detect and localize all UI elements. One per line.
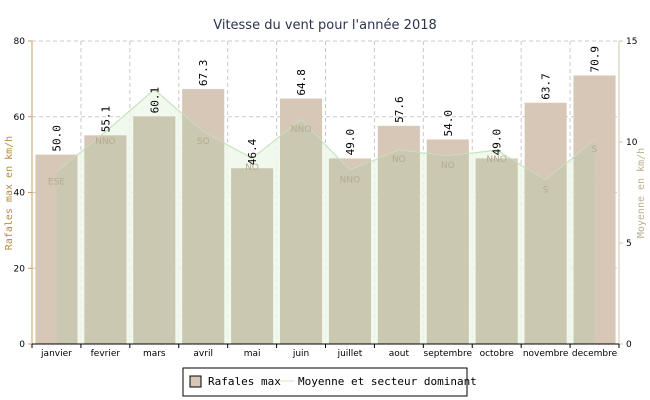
axes bbox=[28, 40, 623, 348]
direction-label: NNO bbox=[95, 137, 116, 147]
bar-overlap bbox=[56, 154, 78, 344]
direction-label: SO bbox=[197, 137, 210, 147]
direction-label: NNO bbox=[340, 175, 361, 185]
y-tick-label-left: 60 bbox=[14, 113, 26, 123]
x-tick-label: novembre bbox=[523, 349, 569, 359]
labels: 0 20 40 60 80 0 5 10 15 janvier fevrier mars avril ma… bbox=[14, 37, 638, 359]
bar-overlap bbox=[231, 168, 274, 344]
x-tick-label: aout bbox=[389, 349, 410, 359]
bar-value-label: 70.9 bbox=[589, 46, 602, 73]
bar-value-label: 49.0 bbox=[491, 129, 504, 156]
bar-value-label: 50.0 bbox=[50, 125, 63, 152]
y-tick-label-left: 20 bbox=[14, 264, 26, 274]
direction-label: NO bbox=[392, 155, 406, 165]
y-tick-label-left: 40 bbox=[14, 189, 26, 199]
x-tick-label: avril bbox=[193, 349, 213, 359]
y-tick-label-left: 80 bbox=[14, 37, 26, 47]
legend-box bbox=[182, 367, 468, 397]
y-tick-label-left: 0 bbox=[19, 340, 25, 350]
bar-value-label: 60.1 bbox=[148, 87, 161, 114]
x-tick-label: octobre bbox=[480, 349, 515, 359]
direction-label: S bbox=[543, 185, 549, 195]
bar-overlap bbox=[426, 139, 469, 344]
bar-value-label: 67.3 bbox=[197, 60, 210, 87]
bar-value-label: 57.6 bbox=[393, 96, 406, 123]
x-tick-label: mars bbox=[143, 349, 166, 359]
legend-swatch-rafales bbox=[189, 375, 202, 388]
bar-value-label: 55.1 bbox=[99, 106, 112, 133]
bar-overlap bbox=[475, 158, 518, 344]
legend-label-moyenne: Moyenne et secteur dominant bbox=[298, 375, 477, 388]
y-axis-right-title: Moyenne en km/h bbox=[636, 148, 647, 238]
direction-label: S bbox=[592, 145, 598, 155]
bar-value-label: 63.7 bbox=[540, 73, 553, 100]
bar-overlap bbox=[377, 125, 420, 344]
y-tick-label-right: 5 bbox=[626, 239, 632, 249]
direction-label: NNO bbox=[291, 125, 312, 135]
bar-overlap bbox=[133, 116, 176, 344]
x-tick-label: fevrier bbox=[91, 349, 121, 359]
bar-overlap bbox=[328, 158, 371, 344]
x-tick-label: janvier bbox=[40, 349, 72, 359]
bar-value-label: 64.8 bbox=[295, 69, 308, 96]
bar-value-label: 46.4 bbox=[246, 138, 259, 165]
y-tick-label-right: 15 bbox=[626, 37, 637, 47]
bar-overlap bbox=[280, 98, 323, 344]
bar-value-label: 49.0 bbox=[344, 129, 357, 156]
direction-label: NO bbox=[441, 161, 455, 171]
bar-overlap bbox=[573, 89, 595, 344]
bar-value-label: 54.0 bbox=[442, 110, 455, 137]
direction-label: ESE bbox=[48, 177, 65, 187]
x-tick-label: juin bbox=[292, 349, 309, 359]
direction-label: NNO bbox=[486, 155, 507, 165]
x-tick-label: mai bbox=[244, 349, 261, 359]
x-tick-label: juillet bbox=[337, 349, 363, 359]
bar-overlap bbox=[84, 135, 127, 344]
legend: Rafales max Moyenne et secteur dominant bbox=[182, 367, 477, 397]
y-tick-label-right: 0 bbox=[626, 340, 632, 350]
x-tick-label: septembre bbox=[424, 349, 473, 359]
direction-label: NO bbox=[245, 163, 259, 173]
average-line bbox=[56, 88, 595, 182]
chart-title: Vitesse du vent pour l'année 2018 bbox=[213, 18, 437, 33]
legend-label-rafales: Rafales max bbox=[208, 375, 281, 388]
x-tick-label: decembre bbox=[572, 349, 618, 359]
y-axis-left-title: Rafales max en km/h bbox=[4, 136, 15, 250]
y-tick-label-right: 10 bbox=[626, 138, 638, 148]
